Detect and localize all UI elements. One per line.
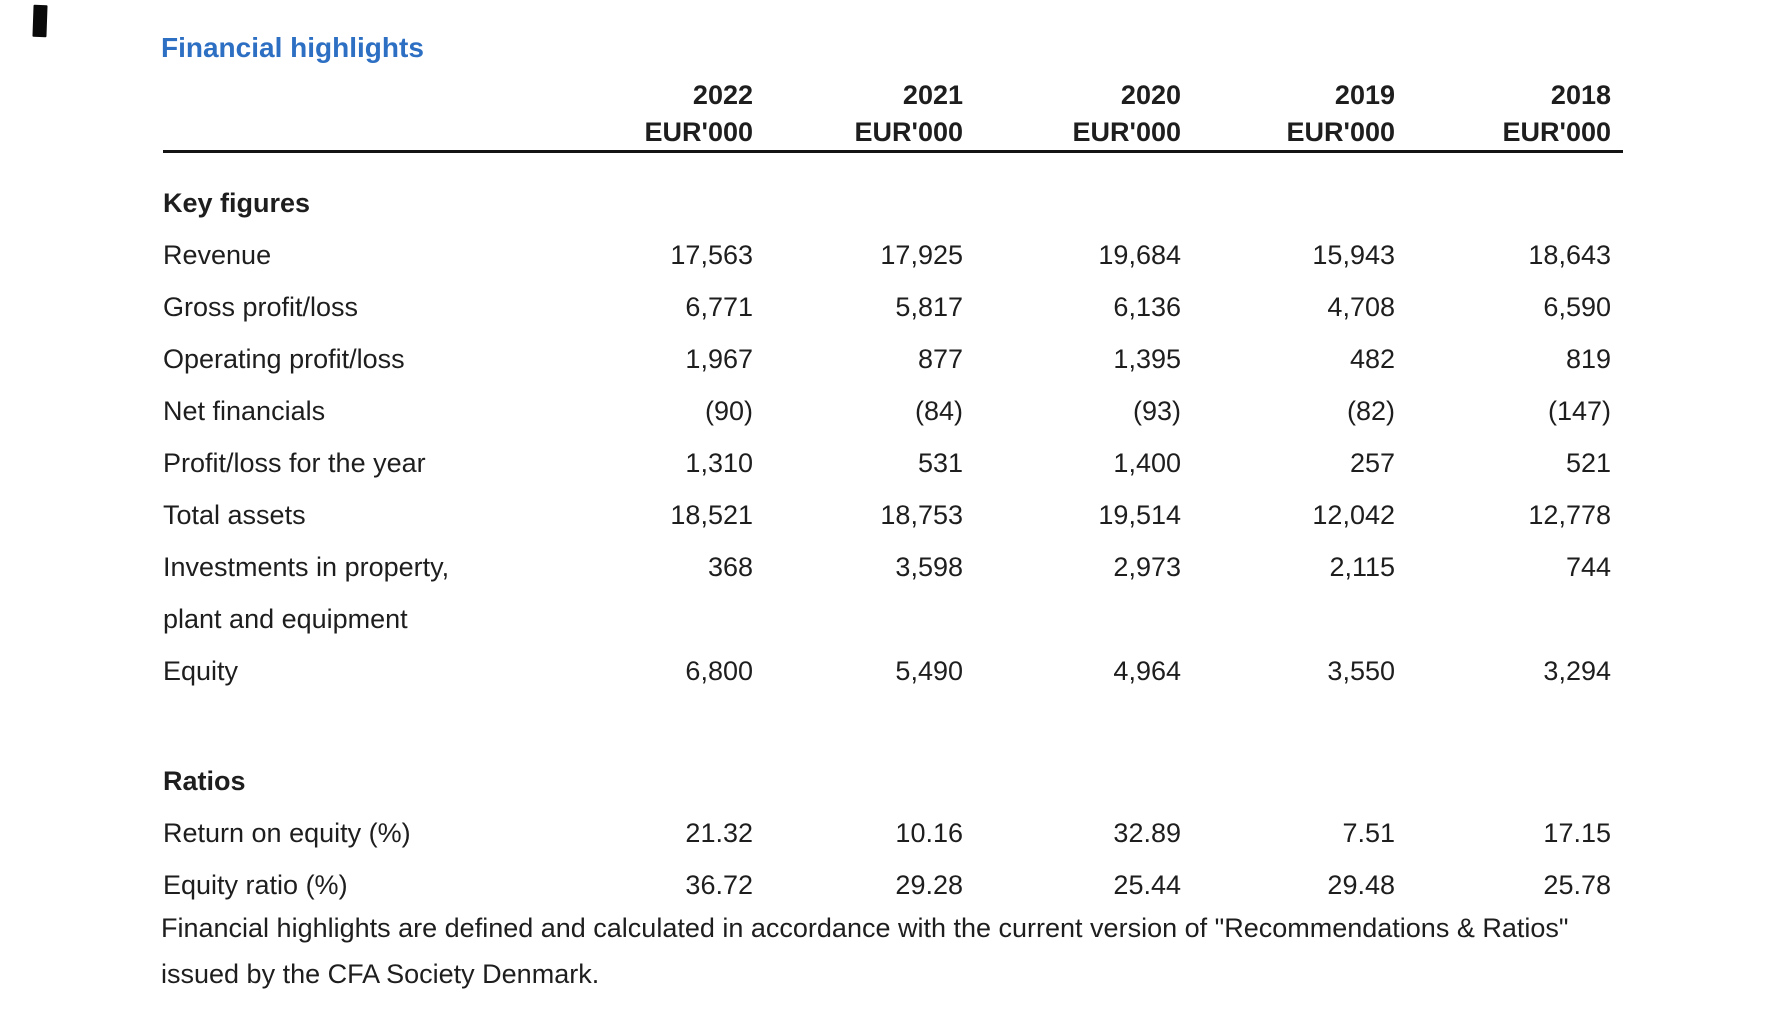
row-label: Profit/loss for the year [163, 448, 426, 478]
table-row-return-on-equity: Return on equity (%) 21.32 10.16 32.89 7… [163, 807, 1611, 859]
cell-2018: 3,294 [1543, 656, 1611, 686]
cell-2019: 15,943 [1312, 240, 1395, 270]
table-row-net-financials: Net financials (90) (84) (93) (82) (147) [163, 385, 1611, 437]
year-column-header-2019: 2019 [1334, 80, 1395, 110]
cell-2019: 29.48 [1327, 870, 1395, 900]
cell-2018: 6,590 [1543, 292, 1611, 322]
cell-2021: 17,925 [880, 240, 963, 270]
table-unit-header-row: EUR'000 EUR'000 EUR'000 EUR'000 EUR'000 [163, 114, 1611, 150]
row-label: Return on equity (%) [163, 818, 411, 848]
header-spacer [163, 77, 607, 114]
cell-2020: 1,400 [1113, 448, 1181, 478]
cell-2022: 6,800 [685, 656, 753, 686]
table-row-total-assets: Total assets 18,521 18,753 19,514 12,042… [163, 489, 1611, 541]
cell-2019: 257 [1349, 448, 1395, 478]
section-header-label: Ratios [163, 766, 246, 796]
table-row-equity-ratio: Equity ratio (%) 36.72 29.28 25.44 29.48… [163, 859, 1611, 911]
table-row-profit-for-year: Profit/loss for the year 1,310 531 1,400… [163, 437, 1611, 489]
cell-2022: 368 [707, 552, 753, 582]
cell-2018: 521 [1565, 448, 1611, 478]
cell-2018: (147) [1547, 396, 1611, 426]
year-column-header-2022: 2022 [692, 80, 753, 110]
header-spacer [163, 114, 607, 150]
unit-label: EUR'000 [1072, 117, 1181, 147]
table-row-operating-profit: Operating profit/loss 1,967 877 1,395 48… [163, 333, 1611, 385]
cell-2019: 4,708 [1327, 292, 1395, 322]
cell-2022: 36.72 [685, 870, 753, 900]
cell-2022: 6,771 [685, 292, 753, 322]
cell-2021: 531 [917, 448, 963, 478]
cell-2020: 6,136 [1113, 292, 1181, 322]
cell-2021: 5,490 [895, 656, 963, 686]
cell-2022: 1,310 [685, 448, 753, 478]
cell-2020: 25.44 [1113, 870, 1181, 900]
row-label: Investments in property, plant and equip… [163, 552, 450, 634]
cell-2020: 19,514 [1098, 500, 1181, 530]
table-row-investments-ppe: Investments in property, plant and equip… [163, 541, 1611, 645]
cell-2020: 2,973 [1113, 552, 1181, 582]
cell-2019: 7.51 [1342, 818, 1395, 848]
cell-2021: (84) [914, 396, 963, 426]
cell-2021: 3,598 [895, 552, 963, 582]
unit-label: EUR'000 [1502, 117, 1611, 147]
table-row-gross-profit: Gross profit/loss 6,771 5,817 6,136 4,70… [163, 281, 1611, 333]
table-row-equity: Equity 6,800 5,490 4,964 3,550 3,294 [163, 645, 1611, 697]
section-header-key-figures: Key figures [163, 177, 1611, 229]
cell-2018: 25.78 [1543, 870, 1611, 900]
cell-2022: 1,967 [685, 344, 753, 374]
page-title: Financial highlights [161, 32, 424, 63]
cell-2018: 12,778 [1528, 500, 1611, 530]
footnote-text: Financial highlights are defined and cal… [161, 913, 1569, 989]
cell-2018: 17.15 [1543, 818, 1611, 848]
unit-label: EUR'000 [854, 117, 963, 147]
cell-2021: 18,753 [880, 500, 963, 530]
row-label: Total assets [163, 500, 306, 530]
row-label: Equity ratio (%) [163, 870, 348, 900]
table-row-revenue: Revenue 17,563 17,925 19,684 15,943 18,6… [163, 229, 1611, 281]
cell-2021: 5,817 [895, 292, 963, 322]
cell-2022: 21.32 [685, 818, 753, 848]
cell-2022: 17,563 [670, 240, 753, 270]
year-column-header-2021: 2021 [902, 80, 963, 110]
cell-2018: 744 [1565, 552, 1611, 582]
cell-2019: 482 [1349, 344, 1395, 374]
cell-2020: (93) [1132, 396, 1181, 426]
cell-2019: 3,550 [1327, 656, 1395, 686]
cell-2022: 18,521 [670, 500, 753, 530]
cell-2019: (82) [1346, 396, 1395, 426]
row-label: Net financials [163, 396, 326, 426]
cell-2018: 18,643 [1528, 240, 1611, 270]
cell-2020: 32.89 [1113, 818, 1181, 848]
row-label: Operating profit/loss [163, 344, 405, 374]
cell-2021: 877 [917, 344, 963, 374]
unit-label: EUR'000 [1286, 117, 1395, 147]
row-label: Equity [163, 656, 239, 686]
unit-label: EUR'000 [644, 117, 753, 147]
table-year-header-row: 2022 2021 2020 2019 2018 [163, 77, 1611, 114]
scan-artifact-mark [32, 4, 48, 38]
row-label: Gross profit/loss [163, 292, 359, 322]
cell-2022: (90) [704, 396, 753, 426]
cell-2020: 19,684 [1098, 240, 1181, 270]
cell-2018: 819 [1565, 344, 1611, 374]
cell-2019: 12,042 [1312, 500, 1395, 530]
cell-2021: 10.16 [895, 818, 963, 848]
header-rule [163, 150, 1623, 153]
cell-2020: 4,964 [1113, 656, 1181, 686]
row-label: Revenue [163, 240, 272, 270]
financial-highlights-table: 2022 2021 2020 2019 2018 EUR'000 EUR'000… [163, 77, 1623, 911]
cell-2019: 2,115 [1329, 552, 1395, 582]
section-header-ratios: Ratios [163, 755, 1611, 807]
section-header-label: Key figures [163, 188, 311, 218]
year-column-header-2020: 2020 [1120, 80, 1181, 110]
year-column-header-2018: 2018 [1550, 80, 1611, 110]
cell-2021: 29.28 [895, 870, 963, 900]
cell-2020: 1,395 [1113, 344, 1181, 374]
